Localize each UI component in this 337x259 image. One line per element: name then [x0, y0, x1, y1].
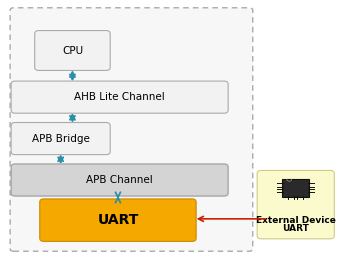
- FancyBboxPatch shape: [35, 31, 110, 70]
- FancyBboxPatch shape: [11, 81, 228, 113]
- Text: AHB Lite Channel: AHB Lite Channel: [74, 92, 165, 102]
- FancyBboxPatch shape: [257, 170, 334, 239]
- Text: External Device: External Device: [256, 216, 336, 225]
- Text: APB Bridge: APB Bridge: [32, 134, 90, 143]
- Text: APB Channel: APB Channel: [86, 175, 153, 185]
- Text: UART: UART: [282, 224, 309, 233]
- FancyBboxPatch shape: [40, 199, 196, 241]
- FancyBboxPatch shape: [282, 179, 309, 197]
- FancyBboxPatch shape: [11, 123, 110, 155]
- FancyBboxPatch shape: [11, 164, 228, 196]
- FancyBboxPatch shape: [10, 8, 253, 251]
- Text: CPU: CPU: [62, 46, 83, 55]
- Text: UART: UART: [97, 213, 139, 227]
